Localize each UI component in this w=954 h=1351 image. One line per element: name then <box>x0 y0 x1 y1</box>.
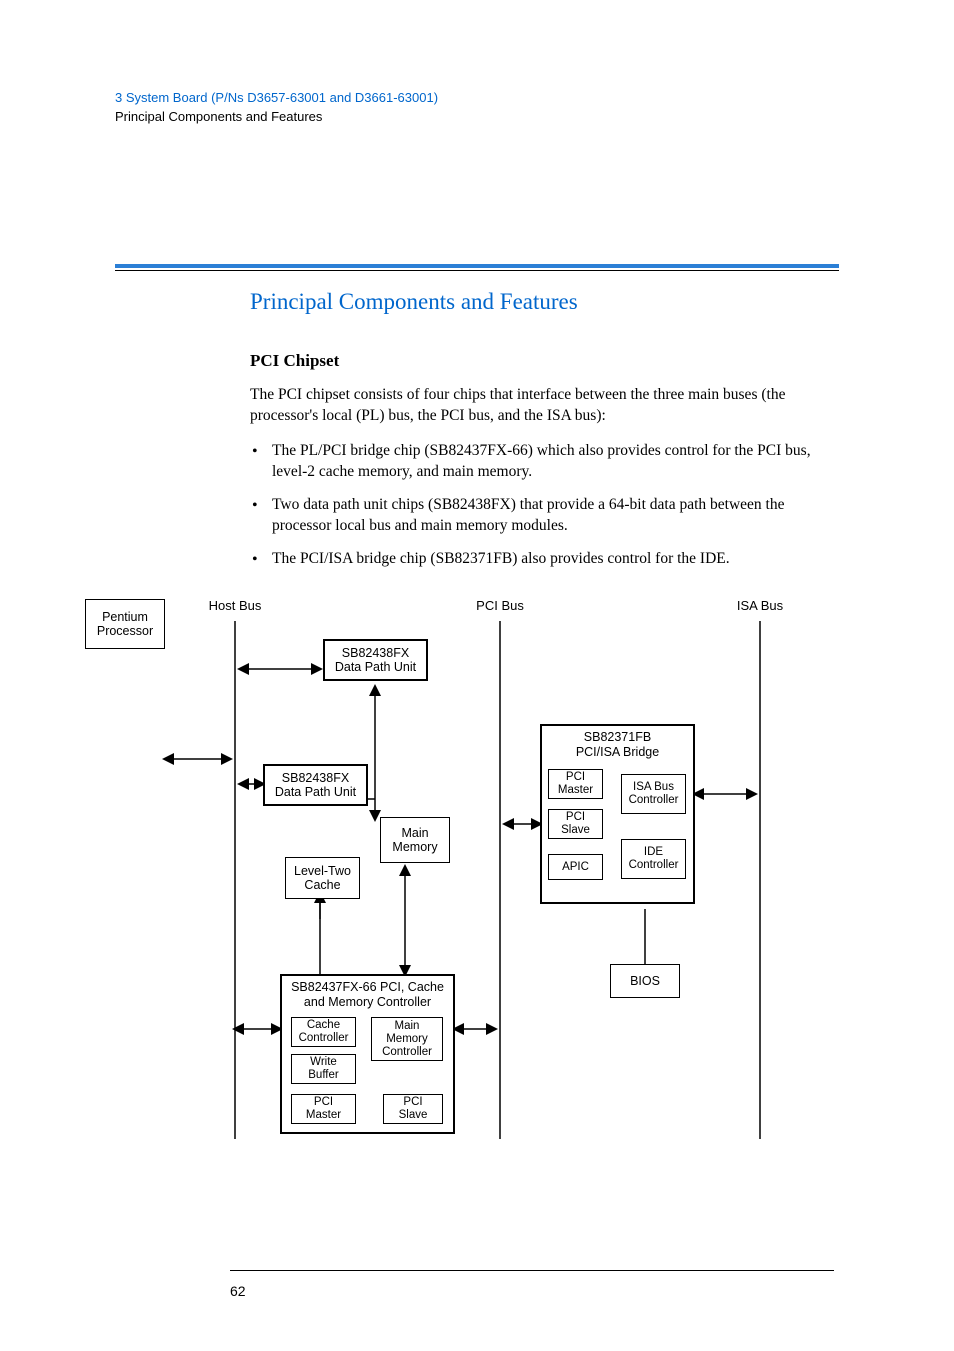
thin-rule <box>115 270 839 271</box>
pci-slave2-box: PCI Slave <box>548 809 603 839</box>
mem-controller-box: Main Memory Controller <box>371 1017 443 1061</box>
isa-controller-box: ISA Bus Controller <box>621 774 686 814</box>
pci-slave1-box: PCI Slave <box>383 1094 443 1124</box>
blue-rule <box>115 264 839 268</box>
pci-master2-box: PCI Master <box>548 769 603 799</box>
main-memory-box: Main Memory <box>380 817 450 863</box>
cache-controller-box: Cache Controller <box>291 1017 356 1047</box>
page: 3 System Board (P/Ns D3657-63001 and D36… <box>0 0 954 1351</box>
sub-header: Principal Components and Features <box>115 109 839 124</box>
footer-rule <box>230 1270 834 1271</box>
bullet-item: The PL/PCI bridge chip (SB82437FX-66) wh… <box>250 441 839 483</box>
bullet-item: Two data path unit chips (SB82438FX) tha… <box>250 495 839 537</box>
sub-title: PCI Chipset <box>250 351 839 371</box>
l2-cache-box: Level-Two Cache <box>285 857 360 899</box>
ide-controller-box: IDE Controller <box>621 839 686 879</box>
intro-text: The PCI chipset consists of four chips t… <box>250 385 839 427</box>
controller-title: SB82437FX-66 PCI, Cache and Memory Contr… <box>291 980 444 1009</box>
bridge-title: SB82371FB PCI/ISA Bridge <box>576 730 659 759</box>
pentium-box: Pentium Processor <box>85 599 165 649</box>
dpu2-box: SB82438FX Data Path Unit <box>263 764 368 806</box>
bullet-list: The PL/PCI bridge chip (SB82437FX-66) wh… <box>250 441 839 570</box>
bullet-item: The PCI/ISA bridge chip (SB82371FB) also… <box>250 549 839 570</box>
write-buffer-box: Write Buffer <box>291 1054 356 1084</box>
content-block: Principal Components and Features PCI Ch… <box>115 289 839 569</box>
apic-box: APIC <box>548 854 603 880</box>
section-title: Principal Components and Features <box>250 289 839 315</box>
pci-master1-box: PCI Master <box>291 1094 356 1124</box>
page-number: 62 <box>230 1283 246 1299</box>
chapter-header: 3 System Board (P/Ns D3657-63001 and D36… <box>115 90 839 105</box>
block-diagram: Host Bus PCI Bus ISA Bus <box>85 599 805 1159</box>
bios-box: BIOS <box>610 964 680 998</box>
dpu1-box: SB82438FX Data Path Unit <box>323 639 428 681</box>
